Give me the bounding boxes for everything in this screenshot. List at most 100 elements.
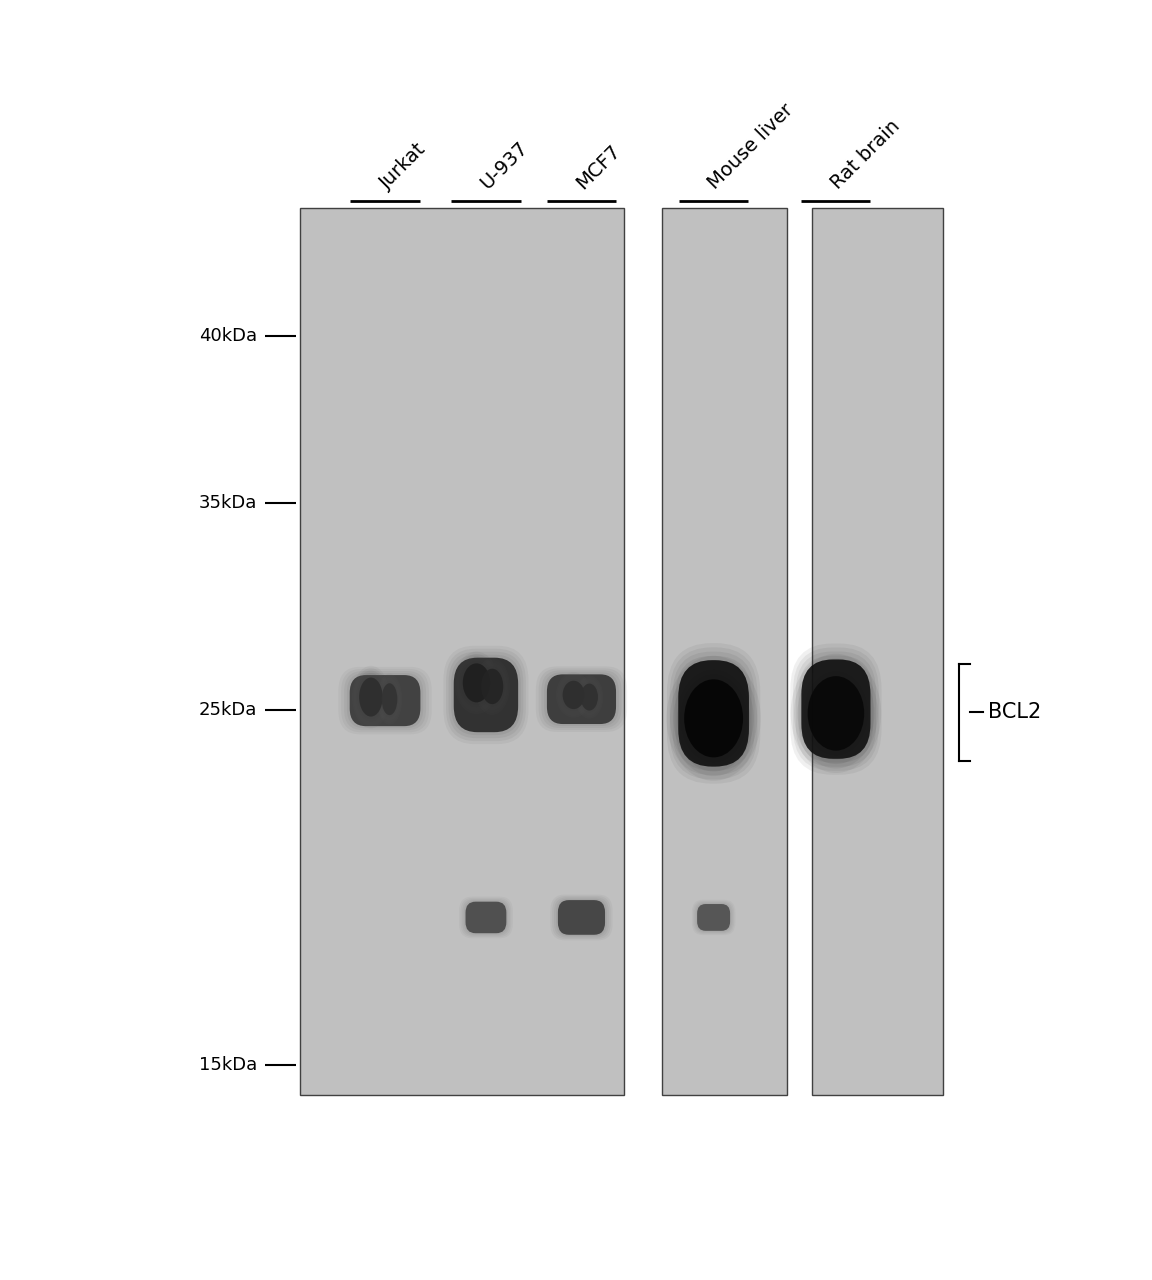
FancyBboxPatch shape (695, 902, 733, 933)
Ellipse shape (670, 660, 757, 776)
Ellipse shape (561, 678, 586, 710)
FancyBboxPatch shape (536, 667, 627, 732)
Ellipse shape (482, 668, 503, 704)
Ellipse shape (794, 658, 878, 768)
Ellipse shape (804, 672, 867, 755)
Text: BCL2: BCL2 (987, 703, 1041, 722)
Ellipse shape (681, 675, 746, 762)
Ellipse shape (581, 684, 598, 710)
Ellipse shape (677, 669, 750, 767)
Text: Mouse liver: Mouse liver (705, 100, 797, 193)
Ellipse shape (579, 682, 599, 712)
FancyBboxPatch shape (347, 673, 423, 728)
Ellipse shape (808, 676, 864, 750)
Ellipse shape (562, 681, 584, 709)
Ellipse shape (460, 659, 493, 707)
FancyBboxPatch shape (350, 675, 420, 726)
Ellipse shape (378, 676, 401, 723)
Text: MCF7: MCF7 (573, 141, 624, 193)
FancyBboxPatch shape (793, 648, 879, 771)
Ellipse shape (478, 664, 506, 708)
Ellipse shape (577, 678, 601, 716)
Ellipse shape (381, 684, 397, 716)
Ellipse shape (477, 662, 507, 710)
Ellipse shape (684, 680, 743, 758)
FancyBboxPatch shape (679, 660, 749, 767)
Ellipse shape (358, 676, 384, 719)
Ellipse shape (576, 677, 602, 717)
Ellipse shape (354, 668, 388, 726)
Ellipse shape (353, 666, 389, 728)
FancyBboxPatch shape (696, 902, 732, 932)
FancyBboxPatch shape (675, 655, 752, 771)
Ellipse shape (667, 655, 760, 781)
Ellipse shape (461, 660, 492, 705)
Ellipse shape (560, 677, 588, 713)
FancyBboxPatch shape (558, 900, 605, 934)
FancyBboxPatch shape (554, 897, 608, 937)
FancyBboxPatch shape (461, 897, 511, 937)
FancyBboxPatch shape (444, 645, 529, 744)
FancyBboxPatch shape (339, 667, 432, 735)
Ellipse shape (380, 680, 400, 719)
Ellipse shape (379, 677, 400, 721)
FancyBboxPatch shape (452, 654, 521, 735)
Ellipse shape (463, 663, 491, 703)
FancyBboxPatch shape (667, 643, 760, 783)
Ellipse shape (576, 676, 604, 718)
Text: 15kDa: 15kDa (199, 1056, 257, 1074)
FancyBboxPatch shape (458, 896, 513, 938)
Bar (812, 207, 943, 1094)
Text: U-937: U-937 (477, 138, 532, 193)
Text: Jurkat: Jurkat (376, 140, 430, 193)
FancyBboxPatch shape (465, 901, 507, 933)
Ellipse shape (356, 673, 386, 721)
Ellipse shape (457, 657, 495, 709)
Ellipse shape (556, 672, 591, 718)
Ellipse shape (480, 667, 505, 707)
FancyBboxPatch shape (541, 671, 622, 728)
Ellipse shape (475, 658, 510, 714)
Ellipse shape (476, 660, 508, 713)
FancyBboxPatch shape (341, 669, 429, 732)
FancyBboxPatch shape (552, 896, 611, 940)
FancyBboxPatch shape (798, 655, 873, 763)
Ellipse shape (455, 652, 499, 714)
FancyBboxPatch shape (802, 659, 871, 759)
FancyBboxPatch shape (448, 652, 523, 739)
FancyBboxPatch shape (547, 675, 616, 724)
FancyBboxPatch shape (697, 904, 730, 931)
Ellipse shape (558, 675, 590, 716)
FancyBboxPatch shape (673, 652, 755, 776)
Text: 35kDa: 35kDa (199, 494, 257, 512)
FancyBboxPatch shape (790, 644, 881, 774)
Text: Rat brain: Rat brain (827, 116, 903, 193)
FancyBboxPatch shape (692, 900, 735, 936)
FancyBboxPatch shape (694, 901, 734, 934)
Text: 40kDa: 40kDa (199, 326, 257, 344)
FancyBboxPatch shape (344, 671, 426, 731)
Ellipse shape (359, 677, 382, 717)
FancyBboxPatch shape (454, 658, 518, 732)
FancyBboxPatch shape (669, 648, 758, 780)
Ellipse shape (801, 667, 871, 759)
Ellipse shape (790, 654, 881, 773)
FancyBboxPatch shape (796, 652, 876, 767)
Ellipse shape (578, 681, 600, 714)
Ellipse shape (674, 666, 753, 772)
Bar (301, 207, 624, 1094)
Ellipse shape (377, 673, 402, 724)
FancyBboxPatch shape (551, 895, 613, 941)
FancyBboxPatch shape (556, 899, 607, 936)
FancyBboxPatch shape (464, 900, 508, 934)
Ellipse shape (380, 681, 399, 717)
Ellipse shape (797, 663, 874, 764)
FancyBboxPatch shape (446, 649, 525, 741)
Text: 25kDa: 25kDa (199, 701, 257, 719)
Bar (661, 207, 787, 1094)
FancyBboxPatch shape (544, 672, 619, 726)
Ellipse shape (559, 676, 589, 714)
FancyBboxPatch shape (539, 668, 624, 730)
Ellipse shape (355, 671, 387, 723)
FancyBboxPatch shape (462, 899, 509, 936)
